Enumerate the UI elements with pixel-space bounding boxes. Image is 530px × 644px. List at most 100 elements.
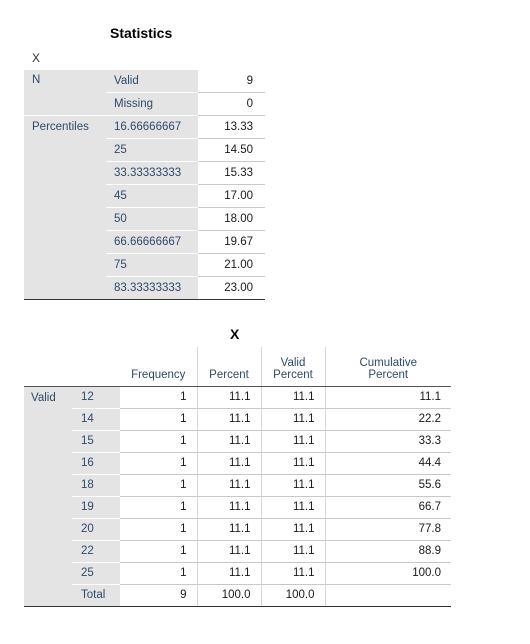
- total-valid-percent: 100.0: [260, 583, 325, 607]
- percentiles-body: Percentiles 16.66666667 13.33 25 14.50 33.333…: [24, 115, 265, 300]
- total-label: Total: [72, 583, 120, 607]
- x-value: 20: [72, 517, 120, 540]
- header-frequency: Frequency: [120, 347, 197, 387]
- percentile-value: 21.00: [198, 253, 265, 277]
- valid-percent-value: 11.1: [260, 451, 325, 474]
- percent-value: 11.1: [196, 561, 261, 584]
- percentile-row: 33.33333333 15.33: [24, 161, 265, 185]
- total-row: Total 9 100.0 100.0: [24, 583, 451, 607]
- percentile-key: 83.33333333: [106, 276, 198, 300]
- frequency-row: 19 1 11.1 11.1 66.7: [24, 495, 451, 518]
- percentile-key: 75: [106, 253, 198, 277]
- valid-label: Valid: [106, 70, 198, 93]
- percent-value: 11.1: [196, 539, 261, 562]
- percent-value: 11.1: [196, 451, 261, 474]
- frequency-row: 16 1 11.1 11.1 44.4: [24, 451, 451, 474]
- statistics-variable-label: X: [32, 51, 41, 65]
- missing-value: 0: [198, 92, 265, 116]
- percent-value: 11.1: [196, 495, 261, 518]
- valid-value: 9: [246, 75, 253, 87]
- percentile-key: 16.66666667: [106, 115, 198, 139]
- total-frequency: 9: [120, 583, 197, 607]
- cumulative-percent-value: 100.0: [324, 561, 451, 584]
- x-value: 22: [72, 539, 120, 562]
- valid-percent-value: 11.1: [260, 561, 325, 584]
- valid-percent-value: 11.1: [260, 407, 325, 430]
- header-cumulative-line2: Percent: [368, 368, 409, 381]
- percentile-row: 66.66666667 19.67: [24, 230, 265, 254]
- cumulative-percent-value: 55.6: [324, 473, 451, 496]
- frequency-row: 22 1 11.1 11.1 88.9: [24, 539, 451, 562]
- frequency-title: X: [230, 326, 240, 342]
- frequency-value: 1: [120, 473, 197, 496]
- valid-percent-value: 11.1: [260, 495, 325, 518]
- percent-value: 11.1: [196, 517, 261, 540]
- percent-value: 11.1: [196, 386, 261, 408]
- frequency-value: 1: [180, 391, 187, 403]
- percentile-key: 45: [106, 184, 198, 208]
- frequency-row: Valid 12 1 11.1 11.1 11.1: [24, 386, 451, 607]
- cumulative-percent-value: 33.3: [324, 429, 451, 452]
- percentile-row: 50 18.00: [24, 207, 265, 231]
- frequency-value: 1: [120, 495, 197, 518]
- missing-label: Missing: [106, 92, 198, 116]
- cumulative-percent-value: 88.9: [324, 539, 451, 562]
- x-value: 15: [72, 429, 120, 452]
- frequency-value: 1: [120, 429, 197, 452]
- percentile-value: 14.50: [198, 138, 265, 162]
- n-label: N: [24, 70, 106, 116]
- frequency-row: 14 1 11.1 11.1 22.2: [24, 407, 451, 430]
- percentile-row: 45 17.00: [24, 184, 265, 208]
- cumulative-percent-value: 44.4: [324, 451, 451, 474]
- percent-value: 11.1: [196, 429, 261, 452]
- header-cumulative-line1: Cumulative: [359, 356, 418, 369]
- x-value: 25: [72, 561, 120, 584]
- valid-percent-value: 11.1: [260, 386, 325, 408]
- header-cumulative-percent: Cumulative Percent: [324, 347, 451, 387]
- x-value: 14: [72, 407, 120, 430]
- percentile-row: Percentiles 16.66666667 13.33: [24, 115, 265, 300]
- header-corner: [24, 347, 120, 387]
- percentile-key: 50: [106, 207, 198, 231]
- percentile-value: 15.33: [198, 161, 265, 185]
- statistics-table: N Valid 9 Missing 0 Percentiles 16.666666…: [24, 70, 265, 300]
- cumulative-percent-value: 77.8: [324, 517, 451, 540]
- percent-value: 11.1: [196, 473, 261, 496]
- percentile-key: 25: [106, 138, 198, 162]
- percentile-row: 83.33333333 23.00: [24, 276, 265, 300]
- cumulative-percent-value: 66.7: [324, 495, 451, 518]
- percentile-value: 23.00: [198, 276, 265, 300]
- percentile-key: 33.33333333: [106, 161, 198, 185]
- cumulative-percent-value: 11.1: [324, 386, 451, 408]
- percentile-key: 66.66666667: [106, 230, 198, 254]
- statistics-title: Statistics: [110, 25, 173, 41]
- frequency-value: 1: [120, 561, 197, 584]
- valid-percent-value: 11.1: [260, 473, 325, 496]
- percentile-value: 18.00: [198, 207, 265, 231]
- total-cumulative-percent: [324, 583, 451, 607]
- frequency-row: 15 1 11.1 11.1 33.3: [24, 429, 451, 452]
- valid-percent-value: 11.1: [260, 429, 325, 452]
- cumulative-percent-value: 22.2: [324, 407, 451, 430]
- valid-percent-value: 11.1: [260, 539, 325, 562]
- x-value: 16: [72, 451, 120, 474]
- percentile-value: 17.00: [198, 184, 265, 208]
- valid-group-label: Valid: [24, 386, 72, 607]
- frequency-table: Frequency Percent Valid Percent Cumulati…: [24, 347, 451, 607]
- frequency-value: 1: [120, 407, 197, 430]
- percentile-value: 13.33: [198, 115, 265, 139]
- frequency-value: 1: [120, 451, 197, 474]
- valid-percent-value: 11.1: [260, 517, 325, 540]
- percentiles-label: Percentiles: [24, 115, 106, 300]
- header-valid-percent: Valid Percent: [260, 347, 325, 387]
- frequency-value: 1: [120, 517, 197, 540]
- x-value: 18: [72, 473, 120, 496]
- frequency-body: Valid 12 1 11.1 11.1 11.1 14 1 11.1 11.1 22.2 15 1 11…: [24, 386, 451, 607]
- total-percent: 100.0: [196, 583, 261, 607]
- x-value: 12: [72, 386, 120, 408]
- frequency-row: 20 1 11.1 11.1 77.8: [24, 517, 451, 540]
- percentile-value: 19.67: [198, 230, 265, 254]
- percentile-row: 25 14.50: [24, 138, 265, 162]
- header-percent: Percent: [196, 347, 261, 387]
- x-value: 19: [72, 495, 120, 518]
